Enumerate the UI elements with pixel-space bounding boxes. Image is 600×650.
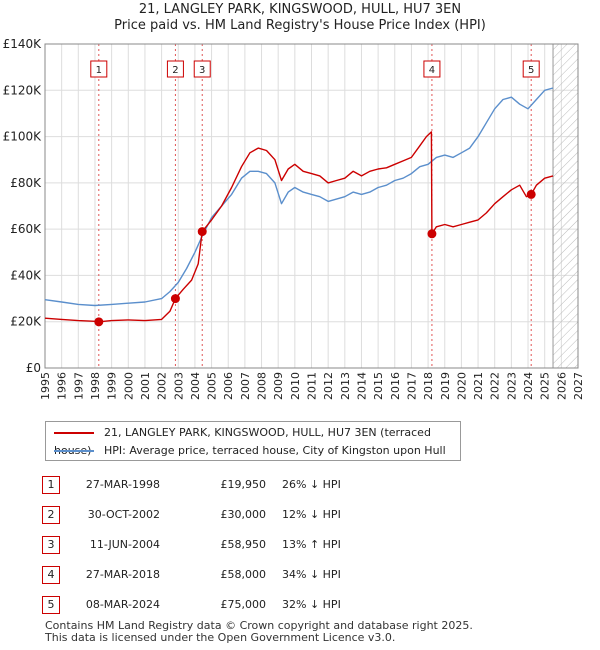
sale-date: 27-MAR-2018: [85, 568, 160, 581]
x-tick-label: 2027: [572, 372, 585, 400]
chart-title-line2: Price paid vs. HM Land Registry's House …: [114, 18, 486, 33]
chart-title-line1: 21, LANGLEY PARK, KINGSWOOD, HULL, HU7 3…: [138, 2, 462, 17]
x-tick-label: 1998: [89, 372, 102, 400]
sale-number: 3: [42, 536, 60, 554]
future-hatch-region: [553, 44, 578, 368]
footer-line2: This data is licensed under the Open Gov…: [45, 631, 396, 644]
x-tick-label: 2007: [239, 372, 252, 400]
x-tick-label: 2024: [522, 372, 535, 400]
sale-label-box: [193, 60, 211, 78]
sale-number: 1: [42, 476, 60, 494]
x-tick-label: 2016: [389, 372, 402, 400]
legend-property-swatch: [54, 432, 94, 434]
legend-property: 21, LANGLEY PARK, KINGSWOOD, HULL, HU7 3…: [54, 424, 460, 457]
y-tick-label: £100K: [3, 130, 43, 144]
x-tick-label: 2000: [122, 372, 135, 400]
sale-point: [526, 189, 536, 199]
x-tick-label: 2001: [139, 372, 152, 400]
x-tick-label: 2009: [272, 372, 285, 400]
sale-label-box: [90, 60, 108, 78]
x-tick-label: 2026: [555, 372, 568, 400]
sale-label-box: [166, 60, 184, 78]
x-tick-label: 1999: [106, 372, 119, 400]
footer-attribution: Contains HM Land Registry data © Crown c…: [45, 620, 473, 644]
x-tick-label: 2006: [222, 372, 235, 400]
sale-row: 3 11-JUN-2004 £58,950 13% ↑ HPI: [0, 536, 600, 556]
y-tick-label: £40K: [10, 268, 42, 282]
sale-point: [427, 229, 437, 239]
x-tick-label: 2010: [289, 372, 302, 400]
sale-hpi-diff: 12% ↓ HPI: [282, 508, 341, 521]
x-tick-label: 2019: [439, 372, 452, 400]
x-tick-label: 1997: [72, 372, 85, 400]
legend-hpi-swatch: [54, 450, 94, 452]
x-tick-label: 1996: [56, 372, 69, 400]
sale-point: [170, 294, 180, 304]
y-tick-label: £80K: [10, 176, 42, 190]
sale-number: 5: [42, 596, 60, 614]
sale-hpi-diff: 34% ↓ HPI: [282, 568, 341, 581]
sale-number: 4: [42, 566, 60, 584]
x-tick-label: 2025: [539, 372, 552, 400]
sale-row: 1 27-MAR-1998 £19,950 26% ↓ HPI: [0, 476, 600, 496]
sale-label-box: [423, 60, 441, 78]
x-tick-label: 1995: [39, 372, 52, 400]
sale-date: 08-MAR-2024: [85, 598, 160, 611]
sale-price: £19,950: [220, 478, 267, 491]
x-tick-label: 2021: [472, 372, 485, 400]
legend-hpi: HPI: Average price, terraced house, City…: [54, 442, 446, 460]
sale-row: 2 30-OCT-2002 £30,000 12% ↓ HPI: [0, 506, 600, 526]
sale-number: 2: [42, 506, 60, 524]
sale-price: £58,950: [220, 538, 267, 551]
x-tick-label: 2013: [339, 372, 352, 400]
x-tick-label: 2008: [256, 372, 269, 400]
x-tick-label: 2015: [372, 372, 385, 400]
chart-legend: 21, LANGLEY PARK, KINGSWOOD, HULL, HU7 3…: [45, 421, 461, 461]
sale-label-text: 5: [528, 65, 534, 76]
sale-hpi-diff: 13% ↑ HPI: [282, 538, 341, 551]
x-tick-label: 2018: [422, 372, 435, 400]
x-tick-label: 2022: [489, 372, 502, 400]
x-tick-label: 2004: [189, 372, 202, 400]
sale-date: 27-MAR-1998: [85, 478, 160, 491]
sale-price: £75,000: [220, 598, 267, 611]
sale-label-text: 3: [199, 65, 205, 76]
x-tick-label: 2005: [206, 372, 219, 400]
legend-hpi-label: HPI: Average price, terraced house, City…: [104, 444, 446, 457]
sale-hpi-diff: 26% ↓ HPI: [282, 478, 341, 491]
x-tick-label: 2012: [322, 372, 335, 400]
y-tick-label: £20K: [10, 315, 42, 329]
sale-hpi-diff: 32% ↓ HPI: [282, 598, 341, 611]
sale-label-text: 2: [172, 65, 178, 76]
sale-price: £30,000: [220, 508, 267, 521]
plot-border: [44, 43, 579, 369]
sale-label-text: 1: [96, 65, 102, 76]
x-tick-label: 2023: [505, 372, 518, 400]
sale-date: 30-OCT-2002: [87, 508, 160, 521]
sale-point: [197, 227, 207, 237]
x-tick-label: 2014: [355, 372, 368, 400]
y-tick-label: £0: [26, 361, 41, 375]
sale-price: £58,000: [220, 568, 267, 581]
sale-date: 11-JUN-2004: [89, 538, 160, 551]
sale-label-box: [522, 60, 540, 78]
sale-label-text: 4: [429, 65, 435, 76]
x-tick-label: 2017: [405, 372, 418, 400]
sale-point: [94, 317, 104, 327]
x-tick-label: 2011: [306, 372, 319, 400]
price-chart: 1 2 3 4 5 £0 £20K £40K £60K £80K £100K £120K £140K 19…: [3, 37, 585, 400]
x-tick-label: 2002: [156, 372, 169, 400]
sale-row: 5 08-MAR-2024 £75,000 32% ↓ HPI: [0, 596, 600, 616]
sale-row: 4 27-MAR-2018 £58,000 34% ↓ HPI: [0, 566, 600, 586]
x-tick-label: 2003: [172, 372, 185, 400]
footer-line1: Contains HM Land Registry data © Crown c…: [45, 619, 473, 632]
hpi-line: [44, 87, 554, 307]
y-tick-label: £140K: [3, 37, 43, 51]
y-tick-label: £60K: [10, 222, 42, 236]
y-tick-label: £120K: [3, 83, 43, 97]
x-tick-label: 2020: [455, 372, 468, 400]
